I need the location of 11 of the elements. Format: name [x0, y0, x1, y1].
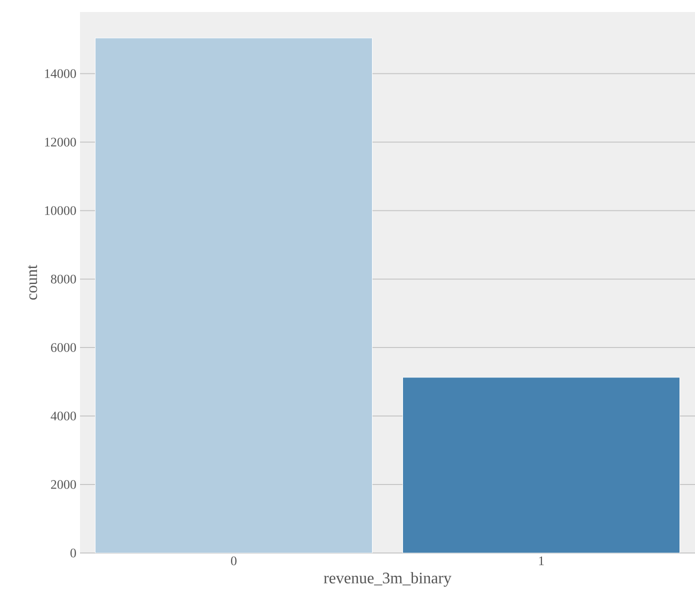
y-tick-label: 10000	[45, 206, 76, 215]
x-axis-title: revenue_3m_binary	[324, 572, 452, 587]
y-tick-label: 8000	[50, 274, 76, 284]
y-axis-title: count	[28, 264, 38, 300]
y-tick-label: 6000	[51, 343, 76, 352]
y-tick-label: 2000	[51, 480, 76, 489]
y-tick-label: 14000	[45, 69, 76, 78]
y-tick-label: 0	[70, 548, 76, 558]
x-tick-label: 1	[539, 556, 544, 566]
y-tick-label: 4000	[50, 412, 76, 420]
y-tick-label: 12000	[45, 138, 76, 146]
